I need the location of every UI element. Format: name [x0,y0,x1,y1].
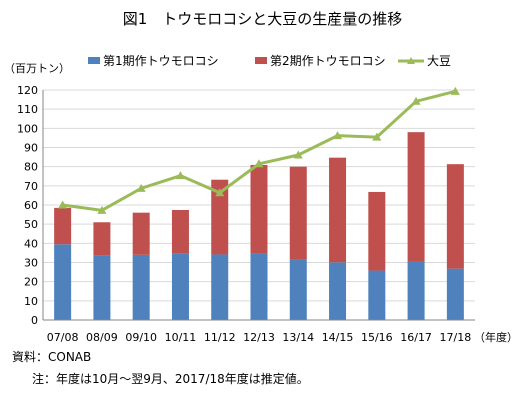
bar-first-crop [54,244,72,320]
x-tick-label: 14/15 [322,331,354,344]
bar-second-crop [132,212,150,255]
legend-label-first: 第1期作トウモロコシ [103,54,219,68]
y-tick-label: 100 [17,122,38,135]
bar-second-crop [289,166,307,260]
bar-first-crop [329,262,347,320]
soy-point [411,96,421,105]
x-tick-label: 11/12 [204,331,236,344]
x-tick-label: 09/10 [125,331,157,344]
soy-point [333,131,343,140]
legend-label-second: 第2期作トウモロコシ [270,54,386,68]
bar-second-crop [211,179,229,255]
soy-point [293,150,303,159]
y-tick-label: 40 [24,237,38,250]
y-tick-label: 50 [24,218,38,231]
y-tick-label: 90 [24,142,38,155]
x-tick-label: 08/09 [86,331,118,344]
bar-first-crop [289,259,307,320]
y-tick-label: 10 [24,295,38,308]
soy-point [450,86,460,95]
legend-label-soy: 大豆 [427,54,451,68]
plot-area: 0 10 20 30 40 50 60 70 80 90 100 110 120 07/08 08/09 09… [17,84,475,344]
y-tick-label: 60 [24,199,38,212]
bar-first-crop [211,254,229,320]
x-tick-label: 10/11 [165,331,197,344]
bar-first-crop [446,268,464,320]
y-tick-label: 80 [24,161,38,174]
y-tick-label: 0 [31,314,38,327]
bar-second-crop [171,209,189,254]
bar-first-crop [368,270,386,320]
bar-first-crop [132,254,150,320]
y-tick-label: 70 [24,180,38,193]
bar-second-crop [368,191,386,271]
soy-point [97,205,107,214]
x-axis-unit: （年度） [474,330,518,344]
y-tick-label: 120 [17,84,38,97]
legend-swatch-first [88,57,100,64]
bar-second-crop [329,157,347,263]
bar-second-crop [93,222,111,256]
footnote: 注：年度は10月～翌9月、2017/18年度は推定値。 [32,372,309,386]
soy-point [136,183,146,192]
bar-first-crop [171,253,189,320]
soy-point [372,132,382,141]
bar-first-crop [407,261,425,320]
bar-second-crop [54,207,72,245]
bar-second-crop [407,132,425,262]
y-axis-unit: （百万トン） [4,62,70,75]
legend-marker-soy [407,57,415,64]
chart-title: 図1 トウモロコシと大豆の生産量の推移 [122,10,403,28]
x-tick-label: 15/16 [361,331,393,344]
legend: 第1期作トウモロコシ 第2期作トウモロコシ 大豆 [88,54,451,68]
y-tick-label: 110 [17,103,38,116]
soy-point [175,171,185,180]
source-note: 資料：CONAB [12,350,92,364]
x-tick-label: 12/13 [243,331,275,344]
x-tick-label: 16/17 [400,331,432,344]
x-tick-label: 17/18 [440,331,472,344]
bar-second-crop [250,164,268,254]
bar-first-crop [93,255,111,320]
bar-first-crop [250,253,268,320]
legend-swatch-second [255,57,267,64]
y-tick-label: 20 [24,276,38,289]
soy-point [58,200,68,209]
x-tick-label: 07/08 [47,331,79,344]
y-tick-label: 30 [24,257,38,270]
soy-point [215,188,225,197]
x-tick-label: 13/14 [282,331,314,344]
bar-second-crop [446,164,464,269]
soy-point [254,159,264,168]
